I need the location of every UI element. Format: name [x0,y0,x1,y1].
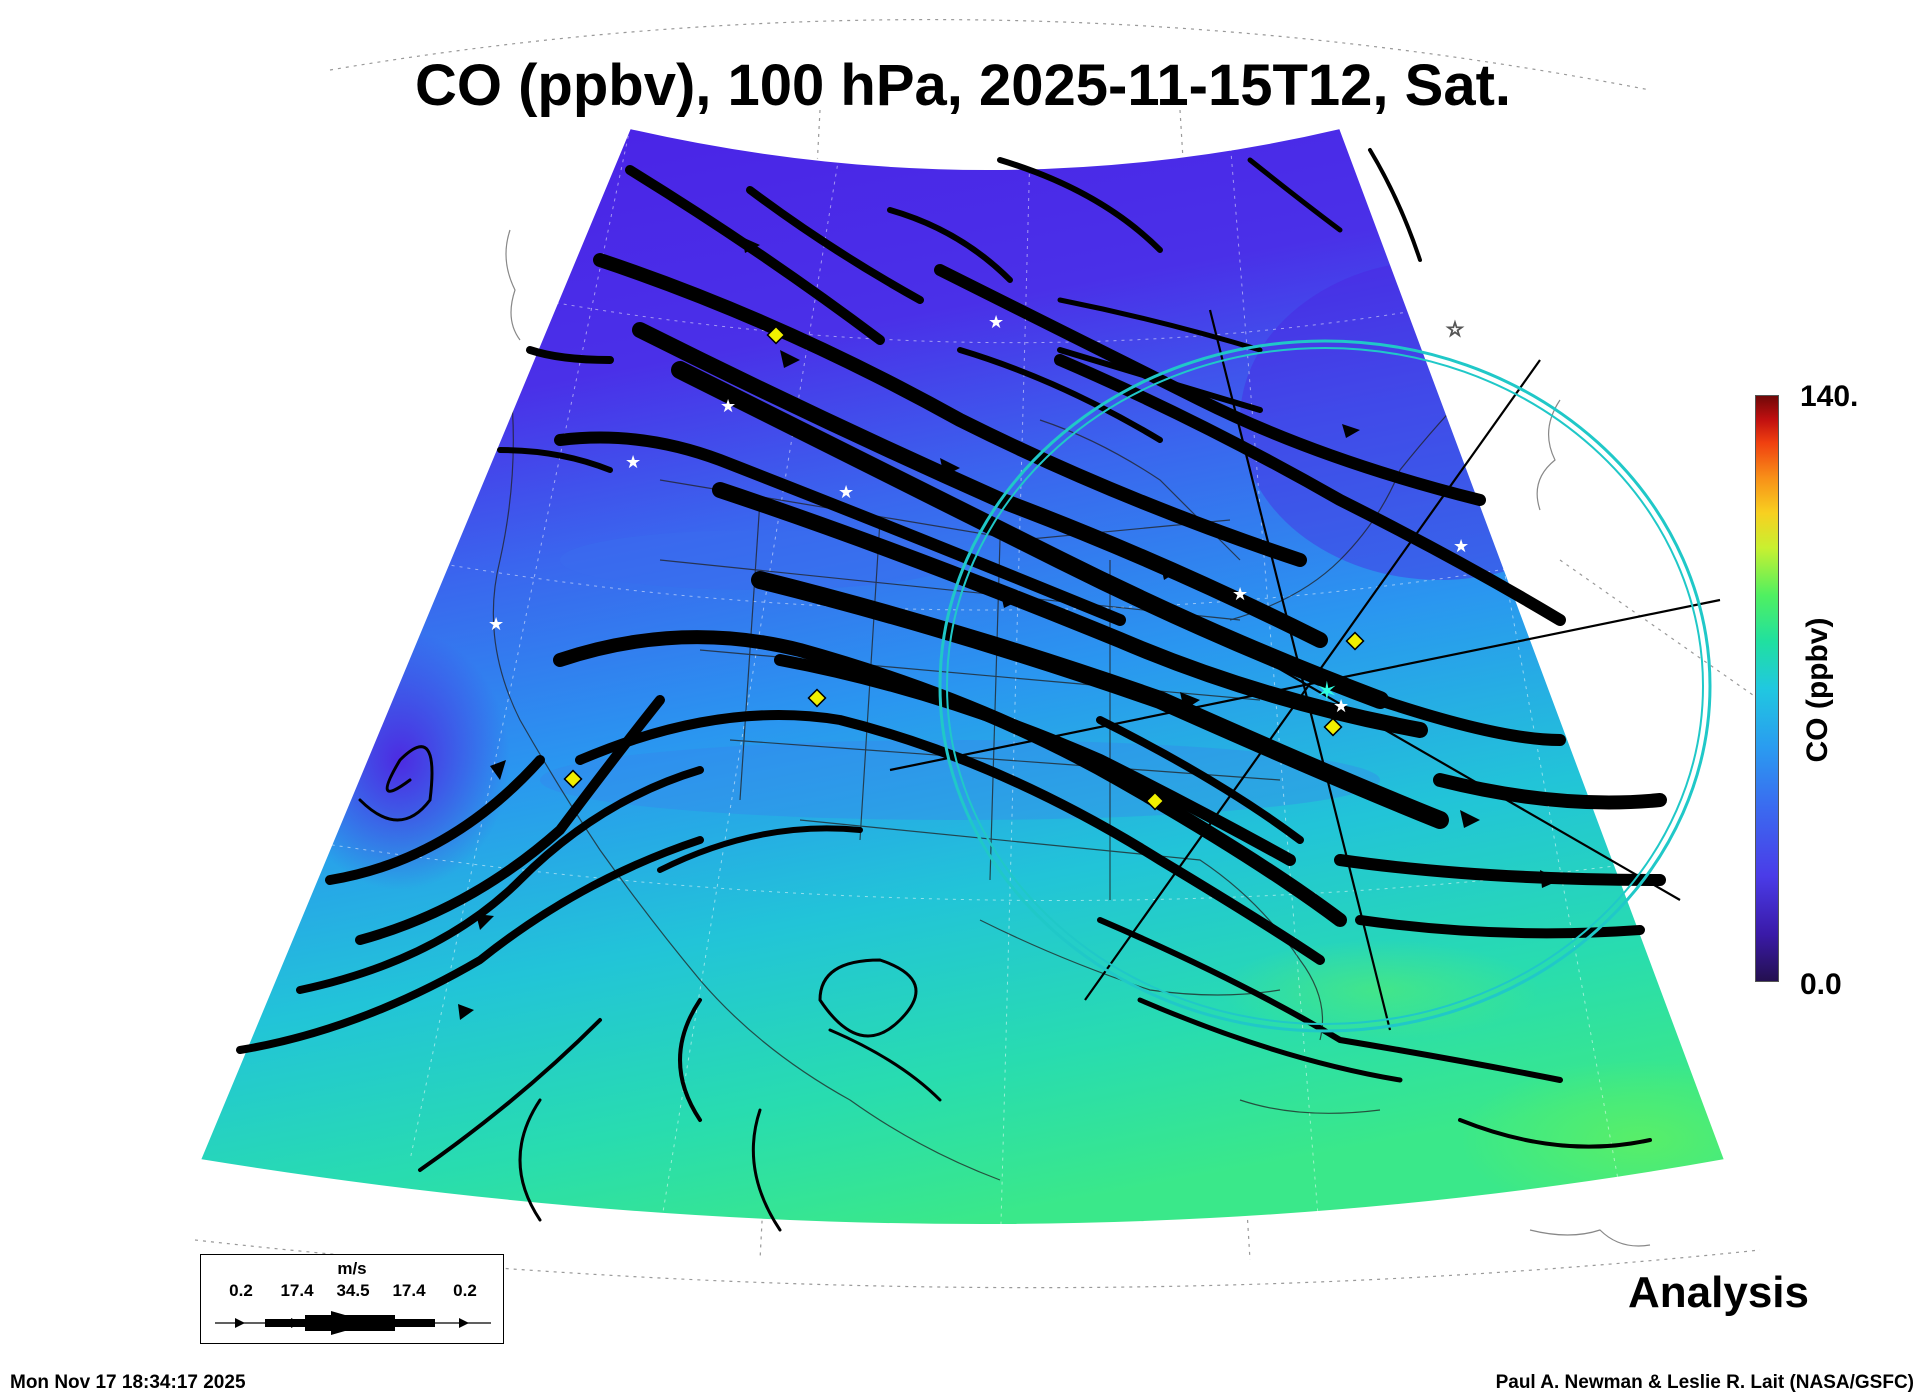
star-marker-icon: ★ [720,396,736,417]
wind-legend-unit: m/s [337,1259,367,1278]
diamond-marker [1345,631,1365,651]
credit: Paul A. Newman & Leslie R. Lait (NASA/GS… [1495,1372,1914,1393]
star-marker-icon: ★ [838,482,854,503]
wind-legend-value: 17.4 [392,1281,426,1300]
outer-coastline [505,229,1651,1247]
page-title: CO (ppbv), 100 hPa, 2025-11-15T12, Sat. [414,53,1512,118]
wind-legend-value: 17.4 [280,1281,314,1300]
diamond-marker [563,769,583,789]
co-field [200,128,1725,1225]
diamond-marker [766,325,786,345]
ring-outer [938,339,1712,1033]
cross-section-lines [889,309,1721,1031]
star-marker-icon: ★ [488,614,504,635]
ring-inner [946,347,1704,1025]
streamline-arrows [458,237,1560,1020]
star-marker-icon: ★ [1232,584,1248,605]
center-star-icon: ✶ [1316,677,1338,707]
analysis-label: Analysis [1628,1268,1809,1317]
colorbar-max-label: 140. [1800,380,1859,413]
wind-streamlines [236,148,1667,1232]
star-marker-icon: ★ [1333,696,1349,717]
star-marker-icon: ★ [625,452,641,473]
star-markers: ★ ★ ★ ★ ★ ★ ★ ★ [488,312,1469,717]
outline-star-icon: ☆ [1446,317,1464,341]
wind-legend-arrow-icon [215,1311,491,1335]
wind-legend-value: 0.2 [453,1281,477,1300]
wind-legend-value: 34.5 [336,1281,370,1300]
star-marker-icon: ★ [1453,536,1469,557]
colorbar-title: CO (ppbv) [1801,617,1834,763]
star-marker-icon: ★ [988,312,1004,333]
timestamp: Mon Nov 17 18:34:17 2025 [10,1372,246,1393]
colorbar [1755,395,1779,982]
wind-legend-value: 0.2 [229,1281,253,1300]
diamond-marker [1145,791,1165,811]
map-outline [198,126,1727,1226]
diamond-markers [563,325,1365,811]
diamond-marker [1323,717,1343,737]
colorbar-min-label: 0.0 [1800,968,1842,1001]
wind-legend: m/s 0.2 17.4 34.5 17.4 0.2 [200,1254,504,1344]
diamond-marker [807,688,827,708]
